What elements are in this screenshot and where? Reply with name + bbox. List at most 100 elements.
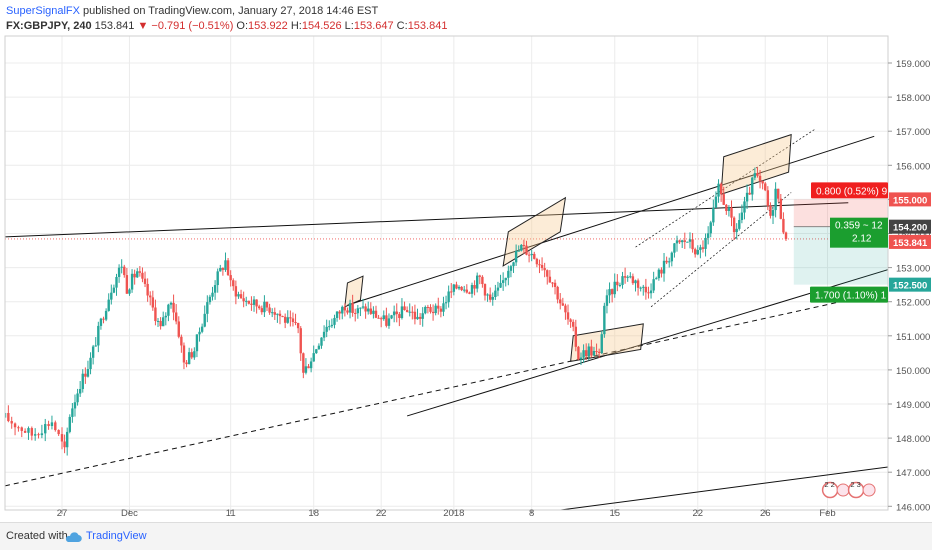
candle-body xyxy=(54,422,57,431)
candle-body xyxy=(149,295,152,298)
candle-body xyxy=(343,306,347,311)
price-chart[interactable]: 145.000146.000147.000148.000149.000150.0… xyxy=(0,0,932,522)
candle-body xyxy=(20,427,23,431)
candle-body xyxy=(782,218,785,233)
candle-body xyxy=(278,313,282,317)
candle-body xyxy=(5,412,7,418)
candle-body xyxy=(665,260,668,263)
candle-body xyxy=(725,204,728,211)
candles xyxy=(5,167,788,456)
stop-annotation-bg xyxy=(811,182,888,199)
candle-body xyxy=(400,306,404,319)
candle-body xyxy=(691,239,694,250)
candle-body xyxy=(107,299,110,311)
candle-body xyxy=(97,325,100,346)
candle-body xyxy=(561,303,565,306)
publisher-link[interactable]: SuperSignalFX xyxy=(6,5,80,17)
candle-body xyxy=(499,282,502,288)
candle-body xyxy=(426,306,430,308)
candle-body xyxy=(63,441,66,448)
tradingview-link[interactable]: TradingView xyxy=(86,530,147,542)
close-label: C: xyxy=(393,20,408,32)
y-tick-label: 157.000 xyxy=(896,127,930,138)
candle-body xyxy=(317,345,321,350)
candle-body xyxy=(91,346,95,358)
candle-body xyxy=(704,237,707,249)
candle-body xyxy=(130,273,134,290)
candle-body xyxy=(322,331,326,338)
candle-body xyxy=(17,427,20,429)
y-tick-label: 151.000 xyxy=(896,332,930,343)
candle-body xyxy=(348,303,352,313)
entry-annotation: 0.359 ~ 12 xyxy=(835,221,883,232)
candle-body xyxy=(418,316,422,319)
flag-icon xyxy=(862,483,876,497)
candle-body xyxy=(636,280,640,288)
x-tick-label: 27 xyxy=(57,508,68,519)
high-label: H: xyxy=(287,20,302,32)
candle-body xyxy=(626,276,629,278)
candle-body xyxy=(159,320,162,327)
candle-body xyxy=(177,321,180,337)
candle-body xyxy=(146,283,149,296)
candle-body xyxy=(180,336,183,346)
candle-body xyxy=(364,306,367,312)
entry-annotation-bg xyxy=(830,217,888,248)
candle-body xyxy=(413,311,417,320)
candle-body xyxy=(756,173,759,176)
candle-body xyxy=(527,254,531,256)
candle-body xyxy=(224,260,227,270)
candle-body xyxy=(221,267,225,270)
candle-body xyxy=(644,286,648,293)
candle-body xyxy=(488,294,492,300)
candle-body xyxy=(250,303,253,305)
candle-body xyxy=(123,266,126,276)
candle-body xyxy=(33,434,37,436)
candle-body xyxy=(258,306,261,309)
candle-body xyxy=(68,416,71,432)
candle-body xyxy=(649,290,653,294)
candle-body xyxy=(289,317,292,319)
candle-body xyxy=(185,362,188,365)
candle-body xyxy=(688,239,692,242)
candle-body xyxy=(193,351,196,358)
candle-body xyxy=(514,250,518,263)
candle-body xyxy=(307,366,310,369)
x-tick-label: 11 xyxy=(226,508,236,519)
x-tick-label: 8 xyxy=(529,508,534,519)
candle-body xyxy=(738,220,741,229)
highlight-box xyxy=(570,323,644,362)
target-annotation: 1.700 (1.10%) 1 xyxy=(815,291,887,302)
candle-body xyxy=(592,351,596,356)
candle-body xyxy=(110,292,113,300)
candle-body xyxy=(668,261,671,263)
candle-body xyxy=(89,357,92,370)
x-tick-label: 22 xyxy=(692,508,703,519)
candle-body xyxy=(291,318,295,323)
candle-body xyxy=(330,324,334,327)
price-label-bg xyxy=(889,192,931,207)
low-value: 153.647 xyxy=(353,20,394,32)
candle-body xyxy=(47,424,50,427)
candle-body xyxy=(302,353,305,373)
candle-body xyxy=(463,289,466,291)
x-tick-label: Feb xyxy=(819,508,835,519)
candle-body xyxy=(706,233,710,238)
candle-body xyxy=(200,326,204,332)
candle-body xyxy=(600,334,603,353)
candle-body xyxy=(610,289,614,295)
symbol-label[interactable]: FX:GBPJPY, 240 xyxy=(6,20,92,32)
candle-body xyxy=(522,244,526,246)
candle-body xyxy=(673,243,676,253)
candle-body xyxy=(226,260,230,276)
candle-body xyxy=(421,313,424,319)
candle-body xyxy=(57,430,60,435)
candle-body xyxy=(335,311,339,318)
candle-body xyxy=(7,412,10,422)
candle-body xyxy=(94,345,97,347)
candle-body xyxy=(10,421,13,424)
candle-body xyxy=(242,298,245,302)
candle-body xyxy=(722,194,725,205)
candle-body xyxy=(273,312,276,315)
price-label-bg xyxy=(889,277,931,292)
